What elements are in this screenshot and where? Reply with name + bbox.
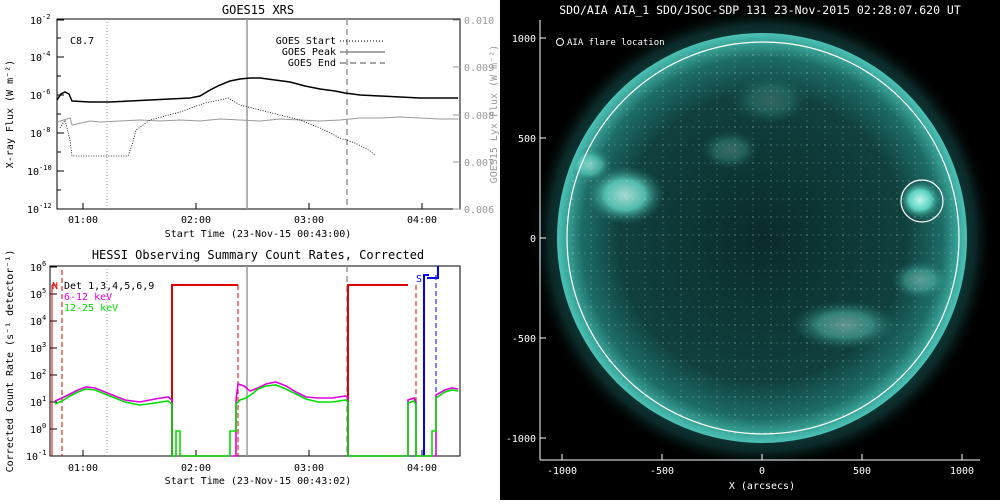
left-panel: GOES15 XRS 10-2 10-4 10-6 10-8 10-10 10-… xyxy=(0,0,500,500)
aia-legend-label: AIA flare location xyxy=(567,38,665,48)
svg-text:0.007: 0.007 xyxy=(464,158,494,169)
svg-text:104: 104 xyxy=(30,314,46,328)
aia-axis-ticks xyxy=(539,20,980,461)
goes-left-ticks xyxy=(57,19,64,210)
hessi-title: HESSI Observing Summary Count Rates, Cor… xyxy=(92,248,424,262)
svg-text:0: 0 xyxy=(759,466,765,477)
hessi-legend-12-25: 12-25 keV xyxy=(64,303,118,314)
hessi-left-ticks xyxy=(50,266,57,457)
aia-image: AIA flare location SDO/AIA AIA_1 SDO/JSO… xyxy=(506,3,994,492)
svg-text:01:00: 01:00 xyxy=(68,215,98,226)
hessi-6-12-curve xyxy=(54,381,459,457)
svg-text:02:00: 02:00 xyxy=(181,463,211,474)
legend-goes-end: GOES End xyxy=(288,58,336,69)
svg-text:03:00: 03:00 xyxy=(294,215,324,226)
svg-text:106: 106 xyxy=(30,260,46,274)
svg-text:1000: 1000 xyxy=(950,466,974,477)
goes-title: GOES15 XRS xyxy=(222,3,294,17)
goes-right-ticks xyxy=(453,19,460,210)
svg-text:-500: -500 xyxy=(512,334,536,345)
svg-text:-1000: -1000 xyxy=(547,466,577,477)
svg-text:-1000: -1000 xyxy=(506,434,536,445)
aia-lat-lon-grid xyxy=(562,38,962,438)
hessi-saa-intervals xyxy=(423,266,439,456)
hessi-x-tick-labels: 01:00 02:00 03:00 04:00 xyxy=(68,463,437,474)
goes-x-tick-labels: 01:00 02:00 03:00 04:00 xyxy=(68,215,437,226)
aia-xlabel: X (arcsecs) xyxy=(729,481,795,492)
svg-text:0.006: 0.006 xyxy=(464,205,494,216)
goes-class-label: C8.7 xyxy=(70,36,94,47)
svg-text:0.008: 0.008 xyxy=(464,111,494,122)
aia-flare-location-marker xyxy=(900,179,944,223)
svg-text:1000: 1000 xyxy=(512,34,536,45)
svg-text:03:00: 03:00 xyxy=(294,463,324,474)
goes-ytick: 10-8 xyxy=(30,126,50,140)
goes-y2label: GOES15 Lyx Flux (W m⁻²) xyxy=(489,45,500,183)
svg-text:10-1: 10-1 xyxy=(26,449,46,463)
goes-x-ticks xyxy=(82,203,423,209)
hessi-flag-s: S xyxy=(416,274,422,285)
svg-text:103: 103 xyxy=(30,341,46,355)
svg-text:0.010: 0.010 xyxy=(464,16,494,27)
svg-text:500: 500 xyxy=(518,134,536,145)
hessi-night-intervals xyxy=(51,270,417,456)
left-plots: GOES15 XRS 10-2 10-4 10-6 10-8 10-10 10-… xyxy=(5,3,500,487)
hessi-x-ticks xyxy=(82,450,423,456)
goes-low-curve xyxy=(59,97,376,157)
aia-limb-circle xyxy=(566,41,960,435)
svg-text:102: 102 xyxy=(30,368,46,382)
goes-ylabel: X-ray Flux (W m⁻²) xyxy=(5,60,16,168)
goes-xlabel: Start Time (23-Nov-15 00:43:00) xyxy=(165,229,352,240)
svg-text:0.009: 0.009 xyxy=(464,63,494,74)
svg-text:500: 500 xyxy=(853,466,871,477)
legend-goes-peak: GOES Peak xyxy=(282,47,336,58)
goes-legend: GOES Start GOES Peak GOES End xyxy=(276,36,385,69)
svg-text:04:00: 04:00 xyxy=(407,463,437,474)
hessi-12-25-curve xyxy=(54,384,459,457)
goes-ytick: 10-12 xyxy=(27,202,52,216)
hessi-flag-n: N xyxy=(52,281,58,292)
aia-y-tick-labels: 1000 500 0 -500 -1000 xyxy=(506,34,536,445)
svg-text:02:00: 02:00 xyxy=(181,215,211,226)
svg-text:105: 105 xyxy=(30,287,46,301)
goes-xray-curve xyxy=(56,77,458,103)
hessi-legend-6-12: 6-12 keV xyxy=(64,292,112,303)
goes-y2-tick-labels: 0.010 0.009 0.008 0.007 0.006 xyxy=(464,16,494,216)
svg-text:04:00: 04:00 xyxy=(407,215,437,226)
goes-lyman-curve xyxy=(56,116,458,126)
svg-text:-500: -500 xyxy=(650,466,674,477)
hessi-plot-frame xyxy=(49,265,461,457)
aia-title: SDO/AIA AIA_1 SDO/JSOC-SDP 131 23-Nov-20… xyxy=(559,3,961,17)
goes-plot-frame xyxy=(56,18,461,210)
goes-ytick: 10-6 xyxy=(30,88,50,102)
svg-text:0: 0 xyxy=(530,234,536,245)
svg-text:100: 100 xyxy=(30,422,46,436)
hessi-ylabel: Corrected Count Rate (s⁻¹ detector⁻¹) xyxy=(5,250,16,473)
right-panel: AIA flare location SDO/AIA AIA_1 SDO/JSO… xyxy=(500,0,1000,500)
svg-text:01:00: 01:00 xyxy=(68,463,98,474)
goes-ytick: 10-10 xyxy=(27,164,52,178)
legend-goes-start: GOES Start xyxy=(276,36,336,47)
hessi-y-tick-labels: 106 105 104 103 102 101 100 10-1 xyxy=(26,260,46,463)
aia-legend-icon xyxy=(556,38,564,46)
hessi-xlabel: Start Time (23-Nov-15 00:43:02) xyxy=(165,476,352,487)
aia-active-regions xyxy=(562,38,962,438)
goes-ytick: 10-4 xyxy=(30,50,50,64)
goes-ytick: 10-2 xyxy=(30,13,50,27)
aia-x-tick-labels: -1000 -500 0 500 1000 xyxy=(547,466,974,477)
hessi-legend: Det 1,3,4,5,6,9 6-12 keV 12-25 keV xyxy=(64,281,154,314)
svg-text:101: 101 xyxy=(30,395,46,409)
goes-y-tick-labels: 10-2 10-4 10-6 10-8 10-10 10-12 xyxy=(27,13,52,216)
hessi-legend-det: Det 1,3,4,5,6,9 xyxy=(64,281,154,292)
